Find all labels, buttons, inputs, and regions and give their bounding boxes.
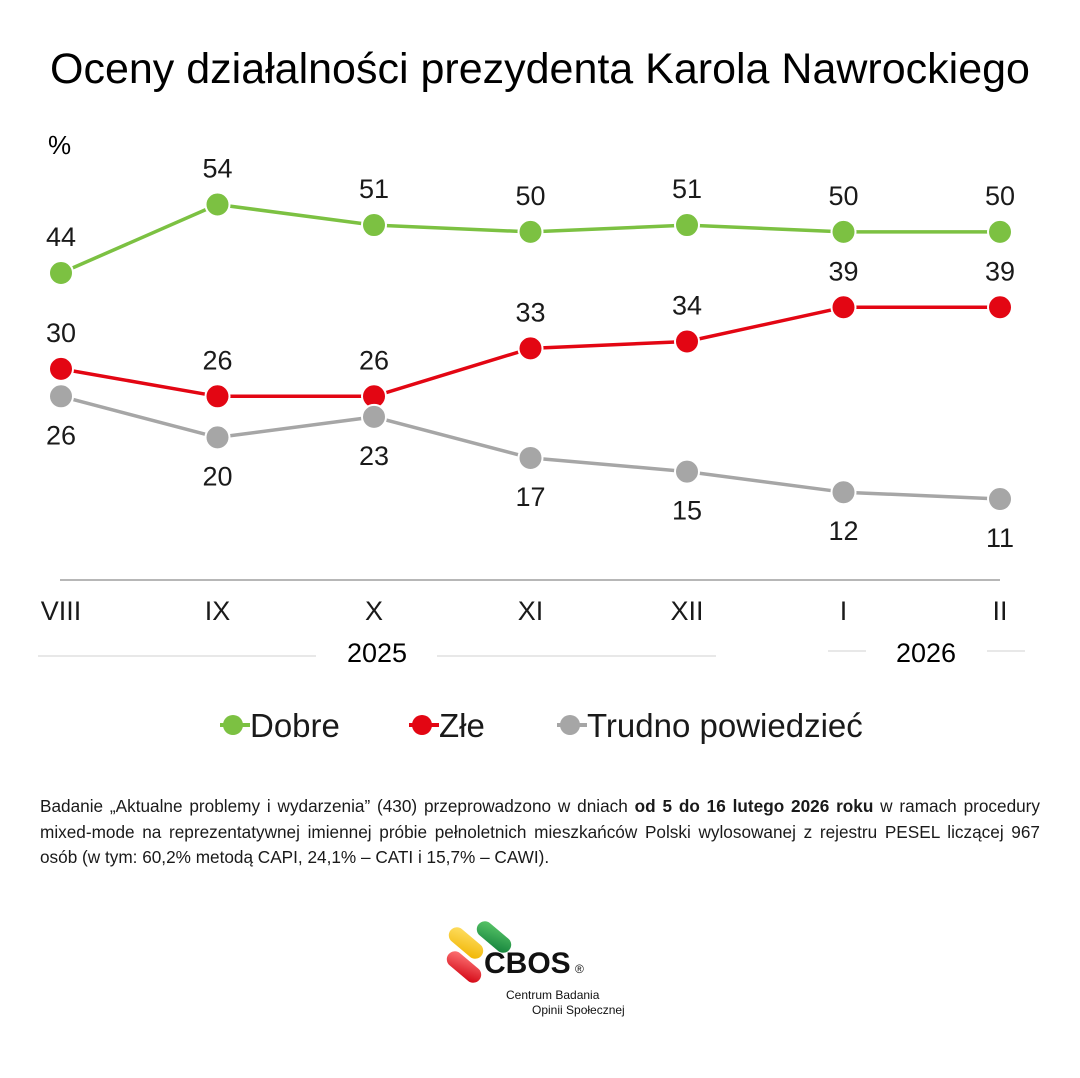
value-label-trudno-powiedziec-6: 11 (986, 523, 1014, 553)
value-label-dobre-4: 51 (672, 174, 702, 204)
point-dobre-5 (830, 218, 857, 245)
year-label-2025: 2025 (347, 638, 407, 668)
x-tick-viii: VIII (41, 596, 82, 626)
point-trudno-powiedziec-4 (674, 458, 700, 485)
series-points (48, 191, 1013, 513)
point-dobre-3 (517, 218, 544, 245)
point-dobre-0 (48, 260, 74, 286)
legend: Dobre Złe Trudno powiedzieć (220, 707, 863, 744)
survey-note-dates: od 5 do 16 lutego 2026 roku (634, 796, 874, 816)
point-trudno-powiedziec-0 (48, 383, 74, 410)
value-label-zle-0: 30 (46, 318, 76, 348)
point-dobre-1 (204, 191, 231, 218)
value-label-zle-6: 39 (985, 256, 1015, 286)
point-trudno-powiedziec-2 (361, 403, 387, 430)
point-zle-3 (517, 335, 544, 362)
value-label-trudno-powiedziec-0: 26 (46, 420, 76, 450)
point-zle-4 (674, 328, 700, 355)
legend-item-trudno-powiedziec: Trudno powiedzieć (557, 707, 863, 744)
value-label-dobre-2: 51 (359, 174, 389, 204)
value-label-trudno-powiedziec-1: 20 (202, 461, 232, 491)
value-label-dobre-0: 44 (46, 222, 76, 252)
x-tick-labels: VIII IX X XI XII I II (41, 596, 1008, 626)
x-tick-xi: XI (518, 596, 544, 626)
point-trudno-powiedziec-3 (517, 444, 544, 471)
x-tick-ii: II (992, 596, 1007, 626)
logo-registered: ® (575, 962, 584, 976)
logo-green-pill (476, 921, 512, 953)
x-tick-xii: XII (670, 596, 703, 626)
logo-name: CBOS (484, 947, 571, 980)
year-labels: 2025 2026 (38, 638, 1025, 668)
point-trudno-powiedziec-1 (204, 424, 231, 451)
survey-note: Badanie „Aktualne problemy i wydarzenia”… (40, 794, 1040, 871)
point-zle-5 (830, 294, 857, 321)
cbos-logo: CBOS ® Centrum Badania Opinii Społecznej (440, 915, 660, 1025)
y-unit-label: % (48, 130, 71, 160)
value-label-dobre-3: 50 (515, 181, 545, 211)
cbos-logo-mark (446, 921, 512, 983)
logo-line1: Centrum Badania (506, 988, 600, 1002)
chart-title: Oceny działalności prezydenta Karola Naw… (50, 45, 1030, 93)
point-zle-6 (987, 294, 1013, 321)
legend-label-trudno-powiedziec: Trudno powiedzieć (587, 707, 863, 744)
point-dobre-6 (987, 218, 1013, 245)
legend-item-dobre: Dobre (220, 707, 340, 744)
value-label-zle-2: 26 (359, 345, 389, 375)
value-label-zle-1: 26 (202, 345, 232, 375)
logo-line2: Opinii Społecznej (532, 1003, 625, 1017)
point-dobre-2 (361, 212, 387, 239)
x-tick-x: X (365, 596, 383, 626)
point-zle-1 (204, 383, 231, 410)
chart: Oceny działalności prezydenta Karola Naw… (38, 45, 1030, 744)
year-label-2026: 2026 (896, 638, 956, 668)
legend-marker-zle (412, 715, 432, 735)
legend-label-dobre: Dobre (250, 707, 340, 744)
value-label-dobre-1: 54 (202, 154, 232, 184)
survey-note-part2: w ramach procedury mixed-mode na repreze… (40, 796, 1040, 867)
value-label-dobre-6: 50 (985, 181, 1015, 211)
value-label-zle-5: 39 (828, 256, 858, 286)
legend-marker-trudno-powiedziec (560, 715, 580, 735)
value-label-dobre-5: 50 (828, 181, 858, 211)
point-zle-0 (48, 355, 74, 382)
data-labels: 44 54 51 50 51 50 50 30 26 26 33 34 39 39 26 20 23 17 15 12… (46, 154, 1015, 554)
point-trudno-powiedziec-5 (830, 479, 857, 506)
value-label-trudno-powiedziec-3: 17 (515, 482, 545, 512)
value-label-trudno-powiedziec-5: 12 (828, 516, 858, 546)
point-dobre-4 (674, 212, 700, 239)
logo-red-pill (446, 951, 482, 983)
x-tick-i: I (840, 596, 848, 626)
value-label-trudno-powiedziec-2: 23 (359, 441, 389, 471)
value-label-zle-4: 34 (672, 291, 702, 321)
logo-yellow-pill (448, 927, 484, 959)
x-tick-ix: IX (205, 596, 231, 626)
point-trudno-powiedziec-6 (987, 486, 1013, 513)
survey-note-part1: Badanie „Aktualne problemy i wydarzenia”… (40, 796, 635, 816)
value-label-trudno-powiedziec-4: 15 (672, 496, 702, 526)
legend-item-zle: Złe (409, 707, 485, 744)
legend-label-zle: Złe (439, 707, 485, 744)
legend-marker-dobre (223, 715, 243, 735)
value-label-zle-3: 33 (515, 297, 545, 327)
